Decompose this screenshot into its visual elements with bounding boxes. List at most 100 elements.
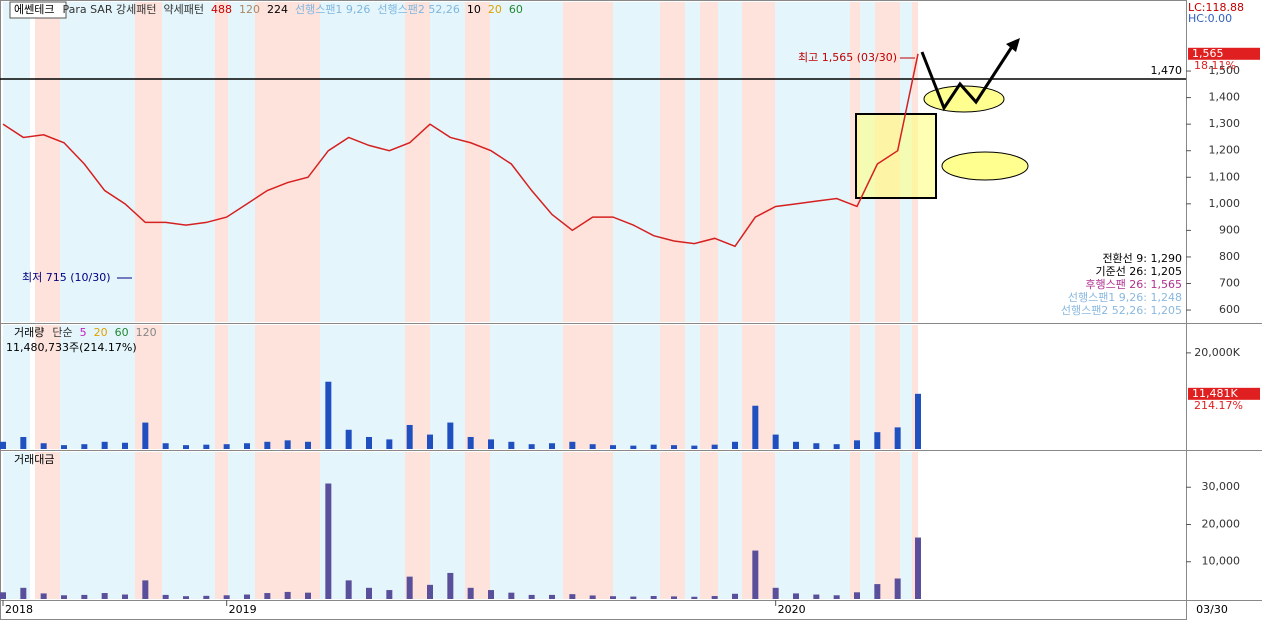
bar (284, 440, 291, 449)
stripe (613, 452, 660, 599)
legend-entry: 488 (211, 3, 232, 16)
bar (813, 594, 820, 599)
bar (854, 440, 860, 449)
bar (874, 584, 881, 599)
bar (630, 596, 637, 599)
ellipse-mark (941, 151, 1029, 181)
bar (427, 584, 433, 599)
bar (325, 483, 332, 599)
stripes (3, 2, 918, 599)
stripe (775, 325, 850, 449)
low-annotation: 최저 715 (10/30) (22, 271, 111, 284)
stripe (135, 2, 162, 322)
bar (528, 594, 535, 599)
bar (752, 405, 759, 449)
bar (467, 436, 474, 449)
stripe (162, 2, 215, 322)
legend-entry: 120 (136, 326, 157, 339)
bar (142, 422, 149, 449)
y-tick-label: 20,000K (1194, 346, 1240, 359)
bar (40, 593, 47, 599)
legend-entry: 5 (80, 326, 87, 339)
bar (732, 441, 738, 449)
bar (833, 444, 840, 449)
stripe (228, 325, 255, 449)
price-tag-label: 1,565 (1192, 47, 1224, 60)
bar (589, 595, 596, 599)
bar (0, 592, 6, 599)
last-date: 03/30 (1196, 603, 1228, 616)
bar (40, 443, 47, 449)
stripe (3, 452, 30, 599)
bar (813, 443, 820, 449)
bar (488, 590, 494, 599)
bar (671, 596, 677, 599)
bar (549, 594, 555, 599)
bar (833, 595, 840, 599)
stripe (320, 2, 405, 322)
bar (528, 444, 535, 449)
bar (630, 445, 637, 449)
bar (325, 381, 332, 449)
stripe (685, 2, 700, 322)
legend-entry: 20 (94, 326, 108, 339)
y-tick-label: 800 (1219, 250, 1240, 263)
volume-change: 214.17% (1194, 399, 1243, 412)
stripe (162, 452, 215, 599)
stripe (685, 325, 700, 449)
stripe (215, 325, 228, 449)
y-tick-label: 1,400 (1209, 91, 1241, 104)
legend-entry: Para SAR 강세패턴 (62, 3, 156, 16)
stripe (700, 2, 718, 322)
bar (386, 590, 393, 599)
bar (488, 439, 494, 449)
bar (122, 594, 128, 599)
y-tick-label: 1,100 (1209, 170, 1241, 183)
legend-entry: 선행스팬1 9,26 (295, 3, 370, 16)
right-label: LC:118.88 (1188, 1, 1244, 14)
stripe (490, 452, 563, 599)
legend-entry: 약세패턴 (163, 2, 203, 16)
y-tick-label: 1,200 (1209, 144, 1241, 157)
bar (671, 445, 677, 449)
stripe (775, 452, 850, 599)
bar (650, 444, 657, 449)
bar (203, 444, 210, 449)
ichimoku-info: 기준선 26: 1,205 (1095, 265, 1182, 278)
price-change: 18.11% (1194, 59, 1236, 72)
stripe (860, 325, 875, 449)
bar (345, 429, 352, 449)
bar (874, 432, 881, 449)
bar (0, 441, 6, 449)
stripe (162, 325, 215, 449)
stripe (742, 452, 775, 599)
x-tick-label: 2019 (229, 603, 257, 616)
stripe (700, 325, 718, 449)
bar (244, 443, 250, 449)
stripe (660, 452, 685, 599)
stripe (613, 325, 660, 449)
bar (549, 443, 555, 449)
price-tag (1188, 47, 1260, 60)
stripe (135, 452, 162, 599)
stripe (860, 452, 875, 599)
bar (366, 587, 372, 599)
bar (569, 441, 576, 449)
stripe (135, 325, 162, 449)
high-annotation: 최고 1,565 (03/30) (798, 51, 897, 64)
stripe (660, 2, 685, 322)
x-tick-label: 2020 (778, 603, 806, 616)
stripe (60, 325, 135, 449)
bar (264, 441, 271, 449)
stripe (35, 325, 60, 449)
stripe (320, 325, 405, 449)
stripe (3, 2, 30, 322)
ichimoku-info: 전환선 9: 1,290 (1102, 252, 1182, 265)
y-tick-label: 1,300 (1209, 117, 1241, 130)
legend-entry: 224 (267, 3, 288, 16)
bar (223, 595, 230, 599)
stripe (775, 2, 850, 322)
stripe (35, 2, 60, 322)
bar (691, 445, 698, 449)
